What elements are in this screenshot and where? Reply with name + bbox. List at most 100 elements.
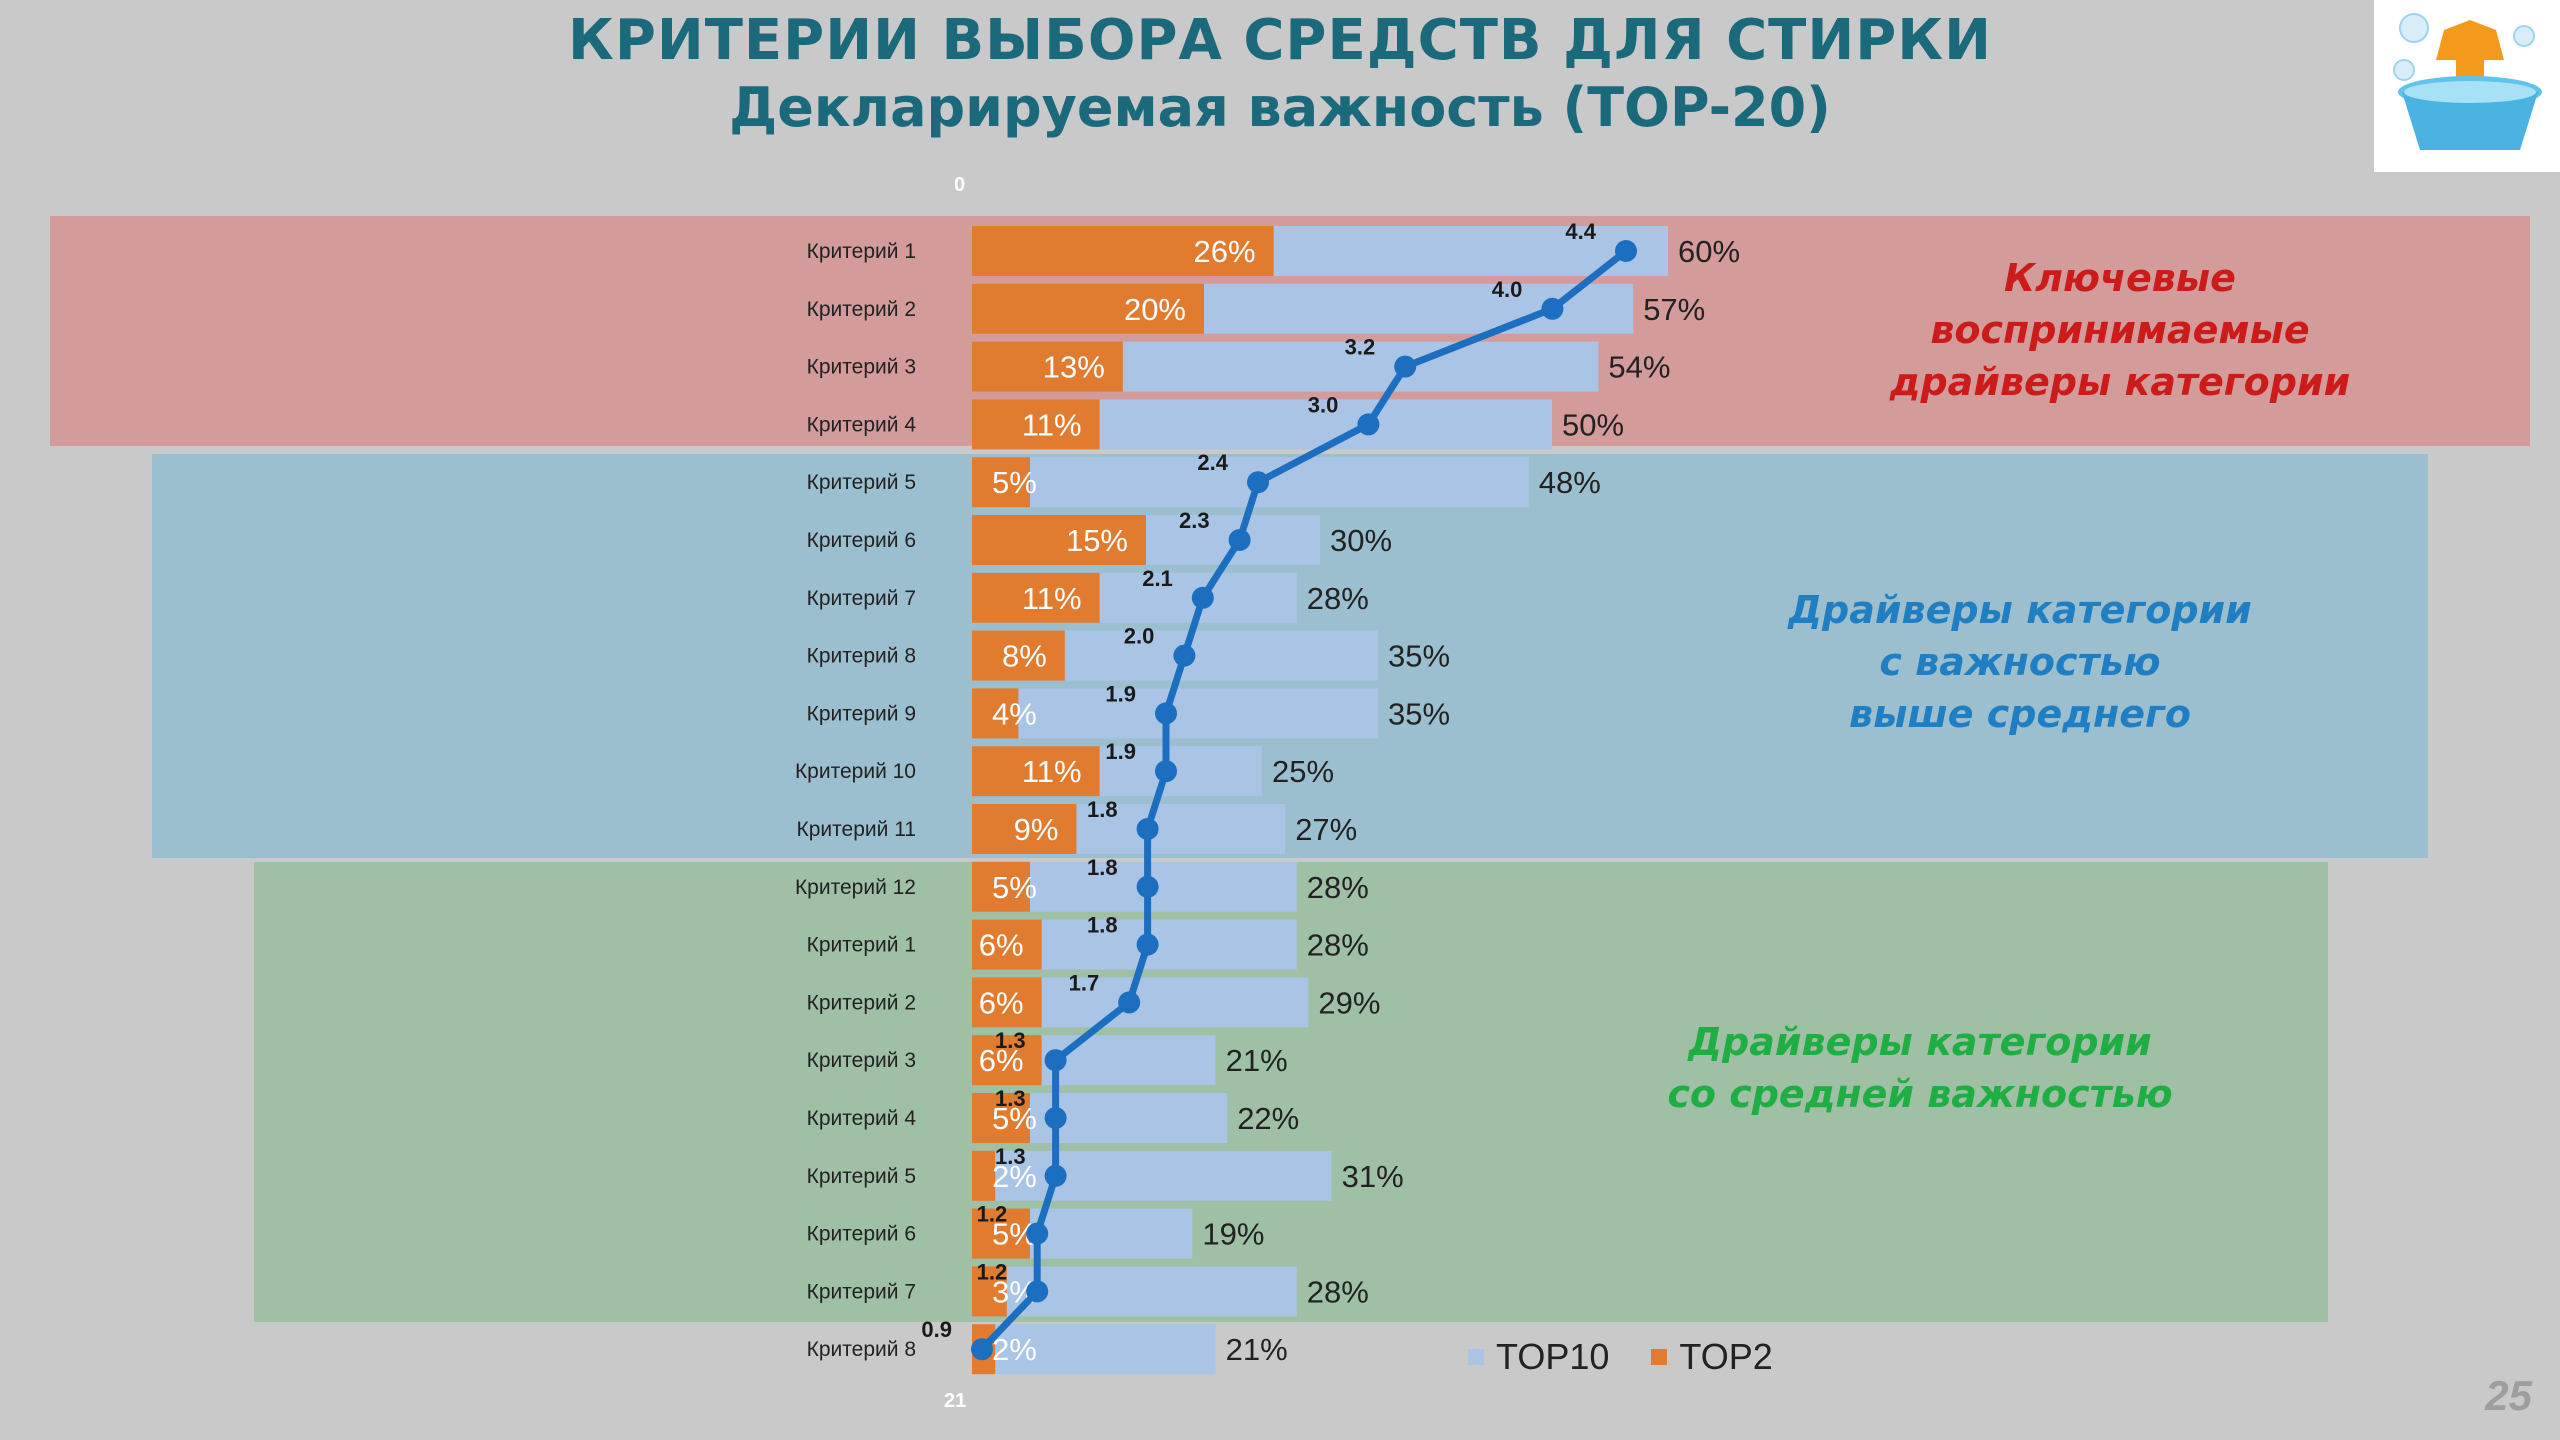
category-label: Критерий 11 [797, 818, 916, 841]
axis-bottom-label: 21 [944, 1390, 967, 1412]
category-label: Критерий 5 [807, 471, 916, 494]
bar-top2 [972, 746, 1100, 797]
data-label-top10: 21% [1226, 1332, 1288, 1367]
data-label-top2: 5% [992, 1101, 1037, 1136]
data-label-top10: 54% [1608, 350, 1670, 385]
data-label-top2: 6% [979, 928, 1024, 963]
band-label-line: воспринимаемые [1930, 308, 2310, 352]
data-label-top10: 29% [1318, 985, 1380, 1020]
band-label-line: драйверы категории [1889, 360, 2351, 404]
category-label: Критерий 8 [807, 1338, 916, 1361]
band-label-line: Ключевые [2004, 256, 2236, 300]
data-label-top2: 2% [992, 1332, 1037, 1367]
bar-top10 [972, 1150, 1332, 1201]
category-label: Критерий 3 [807, 356, 916, 379]
data-label-top10: 21% [1226, 1043, 1288, 1078]
data-label-top2: 6% [979, 1043, 1024, 1078]
band-label-line: с важностью [1879, 640, 2161, 684]
line-point [1136, 818, 1159, 840]
data-label-top2: 13% [1043, 350, 1105, 385]
line-value-label: 1.3 [995, 1028, 1026, 1053]
line-point [1118, 991, 1141, 1014]
axis-top-label: 0 [954, 174, 966, 196]
bar-top2 [972, 1093, 1030, 1143]
line-value-label: 3.0 [1308, 392, 1339, 417]
bar-top2 [972, 1266, 1007, 1317]
line-value-label: 1.3 [995, 1086, 1026, 1111]
legend-swatch-top10 [1468, 1349, 1484, 1365]
data-label-top2: 5% [992, 465, 1037, 500]
band-label-line: выше среднего [1849, 692, 2191, 736]
line-point [1155, 702, 1177, 725]
line-value-label: 2.1 [1142, 566, 1173, 591]
laundry-basin-icon [2393, 13, 2542, 150]
category-label: Критерий 7 [807, 1280, 916, 1303]
category-label: Критерий 1 [807, 240, 916, 263]
line-point [1173, 644, 1196, 667]
bar-top2 [972, 283, 1204, 334]
bar-top2 [972, 399, 1100, 450]
page-number: 25 [2485, 1372, 2532, 1419]
data-label-top10: 28% [1307, 870, 1369, 905]
data-label-top2: 20% [1124, 292, 1186, 327]
line-point [971, 1338, 993, 1361]
data-label-top2: 4% [992, 696, 1037, 731]
data-label-top10: 35% [1388, 639, 1450, 674]
line-point [1136, 875, 1159, 898]
line-value-label: 1.9 [1105, 681, 1136, 706]
data-label-top10: 25% [1272, 754, 1334, 789]
data-label-top2: 26% [1194, 234, 1256, 269]
data-label-top10: 30% [1330, 523, 1392, 558]
data-label-top2: 15% [1066, 523, 1128, 558]
data-label-top10: 28% [1307, 928, 1369, 963]
band-label-average: Драйверы категории со средней важностью [1600, 1016, 2240, 1120]
band-label-line: Драйверы категории [1788, 588, 2252, 632]
data-label-top2: 8% [1002, 639, 1047, 674]
data-label-top10: 28% [1307, 581, 1369, 616]
line-value-label: 1.7 [1069, 970, 1100, 995]
bar-top2 [972, 1208, 1030, 1259]
line-value-label: 2.0 [1124, 624, 1155, 649]
data-label-top10: 60% [1678, 234, 1740, 269]
data-label-top10: 35% [1388, 696, 1450, 731]
band-label-above-average: Драйверы категории с важностью выше сред… [1730, 584, 2310, 740]
line-point [1357, 413, 1380, 436]
category-label: Критерий 10 [795, 760, 916, 783]
line-point [1026, 1222, 1049, 1245]
bar-top2 [972, 1150, 996, 1201]
category-label: Критерий 6 [807, 1223, 916, 1246]
bar-top2 [972, 341, 1123, 392]
line-point [1026, 1280, 1049, 1303]
category-label: Критерий 9 [807, 702, 916, 725]
line-point [1394, 355, 1417, 378]
bar-top2 [972, 919, 1042, 970]
bar-top2 [972, 630, 1065, 681]
data-label-top2: 11% [1022, 754, 1082, 789]
line-point [1191, 586, 1214, 609]
bar-top10 [972, 1324, 1216, 1375]
band-label-key-drivers: Ключевые воспринимаемые драйверы категор… [1830, 252, 2410, 408]
category-label: Критерий 8 [807, 645, 916, 668]
data-label-top10: 57% [1643, 292, 1705, 327]
category-label: Критерий 2 [807, 298, 916, 321]
line-point [1247, 471, 1269, 494]
data-label-top2: 6% [979, 985, 1024, 1020]
bar-top2 [972, 688, 1019, 739]
line-point [1136, 933, 1159, 956]
data-label-top10: 27% [1295, 812, 1357, 847]
category-label: Критерий 7 [807, 587, 916, 610]
line-value-label: 1.8 [1087, 797, 1118, 822]
bar-top2 [972, 457, 1030, 508]
category-label: Критерий 3 [807, 1049, 916, 1072]
line-value-label: 4.4 [1565, 219, 1596, 244]
category-label: Критерий 2 [807, 991, 916, 1014]
page-subtitle: Декларируемая важность (TOP-20) [729, 76, 1831, 139]
band-label-line: Драйверы категории [1688, 1020, 2152, 1064]
data-label-top2: 5% [992, 870, 1037, 905]
bar-top2 [972, 1035, 1042, 1086]
bar-top10 [972, 1266, 1297, 1317]
bar-top2 [972, 861, 1030, 912]
line-value-label: 1.2 [977, 1259, 1008, 1284]
bar-top2 [972, 804, 1077, 854]
